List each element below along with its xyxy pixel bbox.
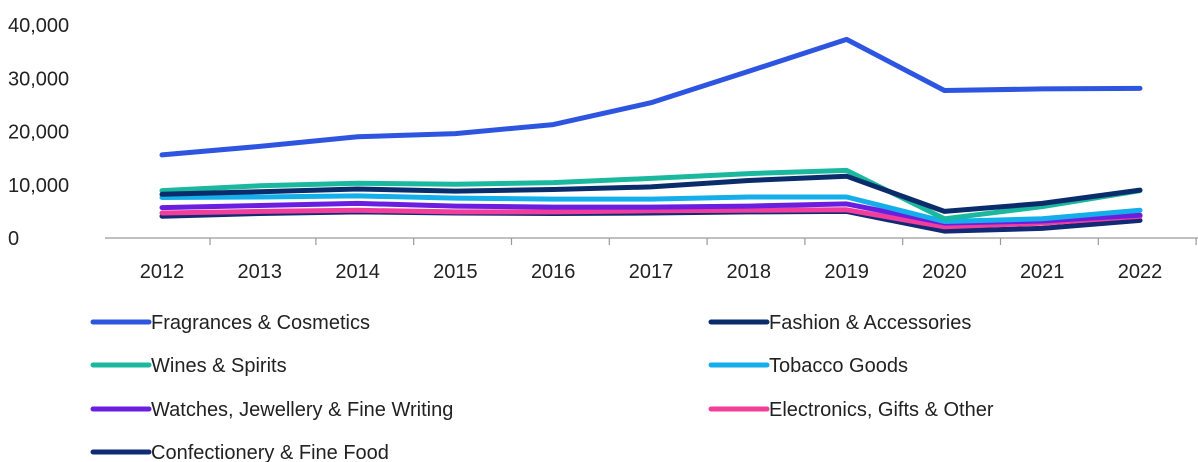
y-tick-label: 10,000 — [8, 175, 69, 197]
series-line-3 — [159, 193, 1143, 224]
series-line-1 — [159, 173, 1143, 214]
y-axis: 0 10,000 20,000 30,000 40,000 — [8, 15, 69, 250]
x-tick-label: 2017 — [629, 261, 674, 283]
legend-label: Confectionery & Fine Food — [151, 442, 389, 462]
legend-label: Fragrances & Cosmetics — [151, 312, 370, 334]
legend-label: Electronics, Gifts & Other — [769, 399, 994, 421]
x-tick-label: 2012 — [140, 261, 185, 283]
x-tick-label: 2020 — [922, 261, 967, 283]
legend-label: Fashion & Accessories — [769, 312, 971, 334]
x-tick-label: 2014 — [335, 261, 380, 283]
legend-label: Watches, Jewellery & Fine Writing — [151, 399, 453, 421]
series-line-0 — [159, 36, 1143, 158]
series-line-2 — [159, 167, 1143, 222]
x-axis: 2012 2013 2014 2015 2016 2017 2018 2019 2020 2021… — [105, 237, 1198, 283]
x-tick-label: 2015 — [433, 261, 478, 283]
legend-label: Wines & Spirits — [151, 355, 287, 377]
legend: Fragrances & Cosmetics Fashion & Accessor… — [90, 312, 994, 462]
x-tick-label: 2016 — [531, 261, 576, 283]
y-tick-label: 0 — [8, 228, 19, 250]
y-tick-label: 30,000 — [8, 68, 69, 90]
x-tick-label: 2018 — [727, 261, 772, 283]
x-tick-label: 2021 — [1020, 261, 1065, 283]
legend-label: Tobacco Goods — [769, 355, 908, 377]
y-tick-label: 20,000 — [8, 122, 69, 144]
plot-area — [159, 36, 1143, 234]
x-tick-label: 2013 — [238, 261, 283, 283]
x-tick-label: 2022 — [1118, 261, 1163, 283]
y-tick-label: 40,000 — [8, 15, 69, 37]
x-tick-label: 2019 — [824, 261, 869, 283]
series-line-5 — [159, 207, 1143, 230]
